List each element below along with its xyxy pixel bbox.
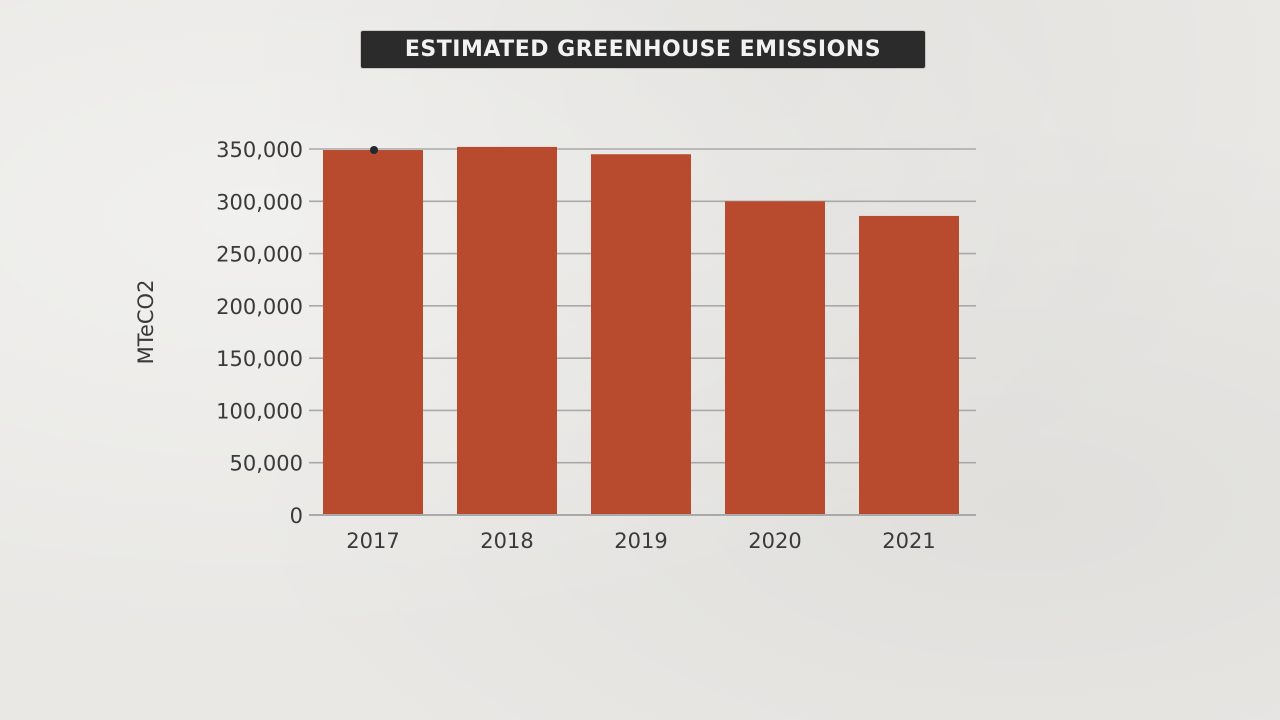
- y-tick-labels: 0 50,000 100,000 150,000 200,000 250,000 300,0…: [216, 138, 303, 528]
- y-tick-label: 50,000: [230, 452, 303, 476]
- y-tick-label: 150,000: [216, 347, 303, 371]
- chart-title-banner: ESTIMATED GREENHOUSE EMISSIONS: [361, 31, 925, 68]
- chart-title: ESTIMATED GREENHOUSE EMISSIONS: [404, 37, 882, 62]
- y-tick-label: 250,000: [216, 243, 303, 267]
- y-tick-label: 0: [290, 504, 303, 528]
- x-tick-label-2019: 2019: [614, 529, 667, 553]
- bar-2021: [859, 215, 959, 515]
- bar-2018: [457, 146, 557, 515]
- bar-2019: [591, 154, 691, 515]
- x-tick-labels: 2017 2018 2019 2020 2021: [346, 529, 935, 553]
- bar-2017: [323, 150, 423, 515]
- x-tick-label-2020: 2020: [748, 529, 801, 553]
- y-tick-label: 350,000: [216, 138, 303, 162]
- y-tick-label: 200,000: [216, 295, 303, 319]
- x-tick-label-2021: 2021: [882, 529, 935, 553]
- bar-2020: [725, 201, 825, 516]
- x-tick-label-2018: 2018: [480, 529, 533, 553]
- y-tick-label: 100,000: [216, 399, 303, 423]
- x-tick-label-2017: 2017: [346, 529, 399, 553]
- cursor-dot: [370, 146, 378, 154]
- bars: [309, 146, 976, 516]
- y-tick-label: 300,000: [216, 190, 303, 214]
- y-axis-label: MTeCO2: [134, 280, 158, 365]
